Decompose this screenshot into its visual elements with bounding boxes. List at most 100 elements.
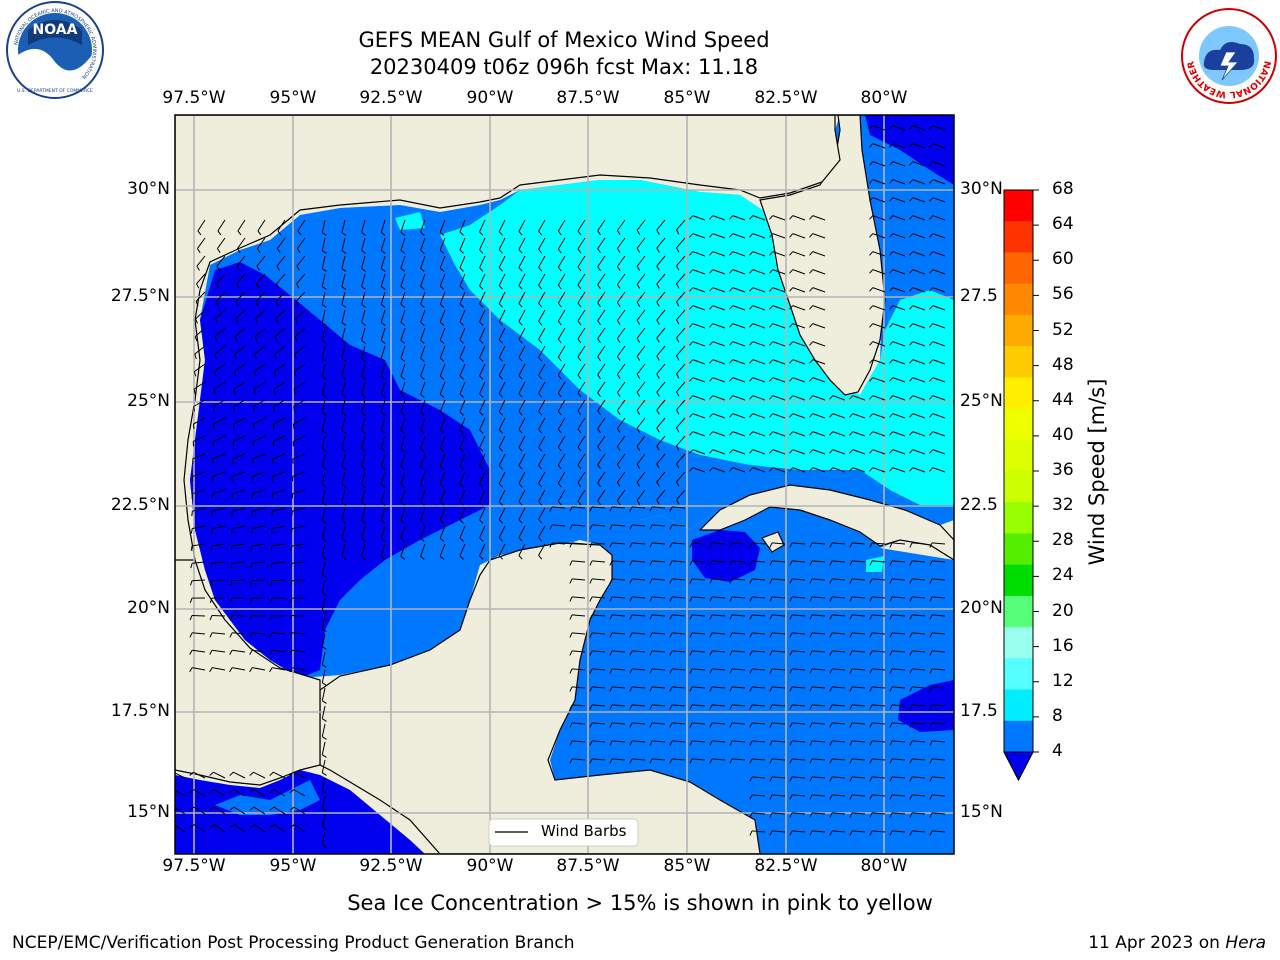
- wind-barb-flag: [869, 578, 873, 584]
- wind-barb-flag: [616, 284, 621, 289]
- wind-barb: [361, 219, 366, 233]
- wind-barb-flag: [909, 215, 914, 220]
- wind-barb: [792, 323, 806, 329]
- wind-barb: [656, 489, 666, 501]
- lon-label: 85°W: [663, 88, 711, 108]
- wind-barb: [731, 740, 746, 743]
- wind-barb-flag: [292, 423, 295, 429]
- wind-barb-flag: [577, 374, 582, 380]
- wind-barb: [671, 632, 686, 635]
- wind-barb-flag: [439, 393, 445, 398]
- wind-barb-flag: [909, 251, 914, 256]
- wind-barb: [656, 273, 666, 285]
- wind-barb: [292, 561, 306, 564]
- wind-barb: [212, 561, 226, 564]
- wind-barb: [931, 542, 946, 545]
- wind-barb-flag: [231, 511, 233, 517]
- wind-barb-flag: [769, 758, 773, 764]
- wind-barb: [255, 309, 266, 320]
- wind-barb: [712, 467, 726, 473]
- wind-barb: [912, 377, 926, 383]
- wind-barb: [831, 632, 846, 635]
- wind-barb-flag: [669, 632, 673, 638]
- wind-barb-flag: [322, 844, 327, 848]
- wind-barb: [892, 215, 906, 221]
- wind-barb-flag: [459, 555, 464, 560]
- wind-barb-flag: [749, 776, 753, 782]
- wind-barb: [196, 273, 206, 285]
- wind-barb: [439, 219, 446, 233]
- wind-barb: [671, 560, 686, 563]
- wind-barb-flag: [322, 340, 327, 344]
- wind-barb-flag: [297, 230, 302, 236]
- wind-barb: [732, 377, 746, 383]
- wind-barb-flag: [889, 578, 893, 584]
- wind-barb: [252, 489, 266, 495]
- wind-barb: [272, 453, 286, 460]
- wind-barb: [273, 806, 286, 815]
- wind-barb-flag: [270, 563, 273, 569]
- isla-de-la-juventud: [761, 531, 785, 553]
- wind-barb-flag: [538, 284, 543, 290]
- wind-barb: [420, 291, 426, 305]
- wind-barb-flag: [322, 610, 327, 614]
- wind-barb-flag: [729, 686, 733, 692]
- wind-barb-flag: [616, 230, 621, 235]
- wind-barb-flag: [275, 301, 279, 307]
- wind-barb-flag: [789, 341, 794, 346]
- wind-barb: [932, 467, 946, 473]
- wind-barb-flag: [609, 722, 613, 728]
- wind-barb-flag: [789, 542, 793, 548]
- wind-barb: [214, 345, 226, 355]
- wind-barb: [932, 323, 946, 329]
- wind-barb-flag: [809, 740, 813, 746]
- wind-barb-flag: [809, 830, 813, 836]
- wind-barb-flag: [479, 411, 484, 416]
- wind-barb-flag: [269, 771, 274, 776]
- wind-barb: [498, 399, 506, 412]
- wind-barb: [459, 381, 466, 395]
- wind-barb: [616, 327, 626, 339]
- wind-barb-flag: [749, 722, 753, 728]
- wind-barb: [811, 812, 826, 815]
- wind-barb: [751, 614, 766, 617]
- wind-barb-flag: [829, 560, 833, 566]
- wind-barb: [321, 795, 326, 809]
- wind-barb: [538, 435, 546, 448]
- wind-barb: [361, 273, 366, 287]
- wind-barb: [518, 237, 526, 250]
- wind-barb: [597, 291, 606, 303]
- wind-barb: [498, 309, 506, 322]
- wind-barb: [292, 435, 306, 442]
- wind-barb: [791, 776, 806, 779]
- wind-barb-flag: [276, 248, 281, 253]
- wind-barb: [518, 345, 526, 358]
- wind-barb: [932, 341, 946, 347]
- wind-barb-flag: [889, 686, 893, 692]
- wind-barb-flag: [789, 704, 793, 710]
- wind-barb-flag: [749, 359, 754, 364]
- wind-barb: [872, 431, 886, 437]
- wind-barb-flag: [849, 596, 853, 602]
- wind-barb-flag: [656, 499, 660, 505]
- wind-barb: [732, 251, 746, 257]
- wind-barb: [611, 578, 626, 581]
- wind-barb: [616, 381, 626, 393]
- wind-barb: [751, 830, 766, 833]
- wind-barb: [212, 543, 226, 547]
- wind-barb: [400, 237, 406, 251]
- wind-barb: [891, 560, 906, 563]
- wind-barb: [498, 525, 506, 538]
- wind-barb: [872, 449, 886, 455]
- lat-label: 25°N: [960, 391, 1003, 411]
- wind-barb: [254, 345, 266, 355]
- wind-barb: [772, 287, 786, 293]
- wind-barb-flag: [729, 377, 734, 382]
- wind-barb-flag: [729, 287, 734, 292]
- wind-barb: [791, 794, 806, 797]
- wind-barb-flag: [322, 268, 327, 272]
- wind-barb: [912, 143, 926, 149]
- wind-barb: [214, 327, 226, 337]
- wind-barb-flag: [729, 341, 734, 346]
- wind-barb-flag: [380, 448, 386, 452]
